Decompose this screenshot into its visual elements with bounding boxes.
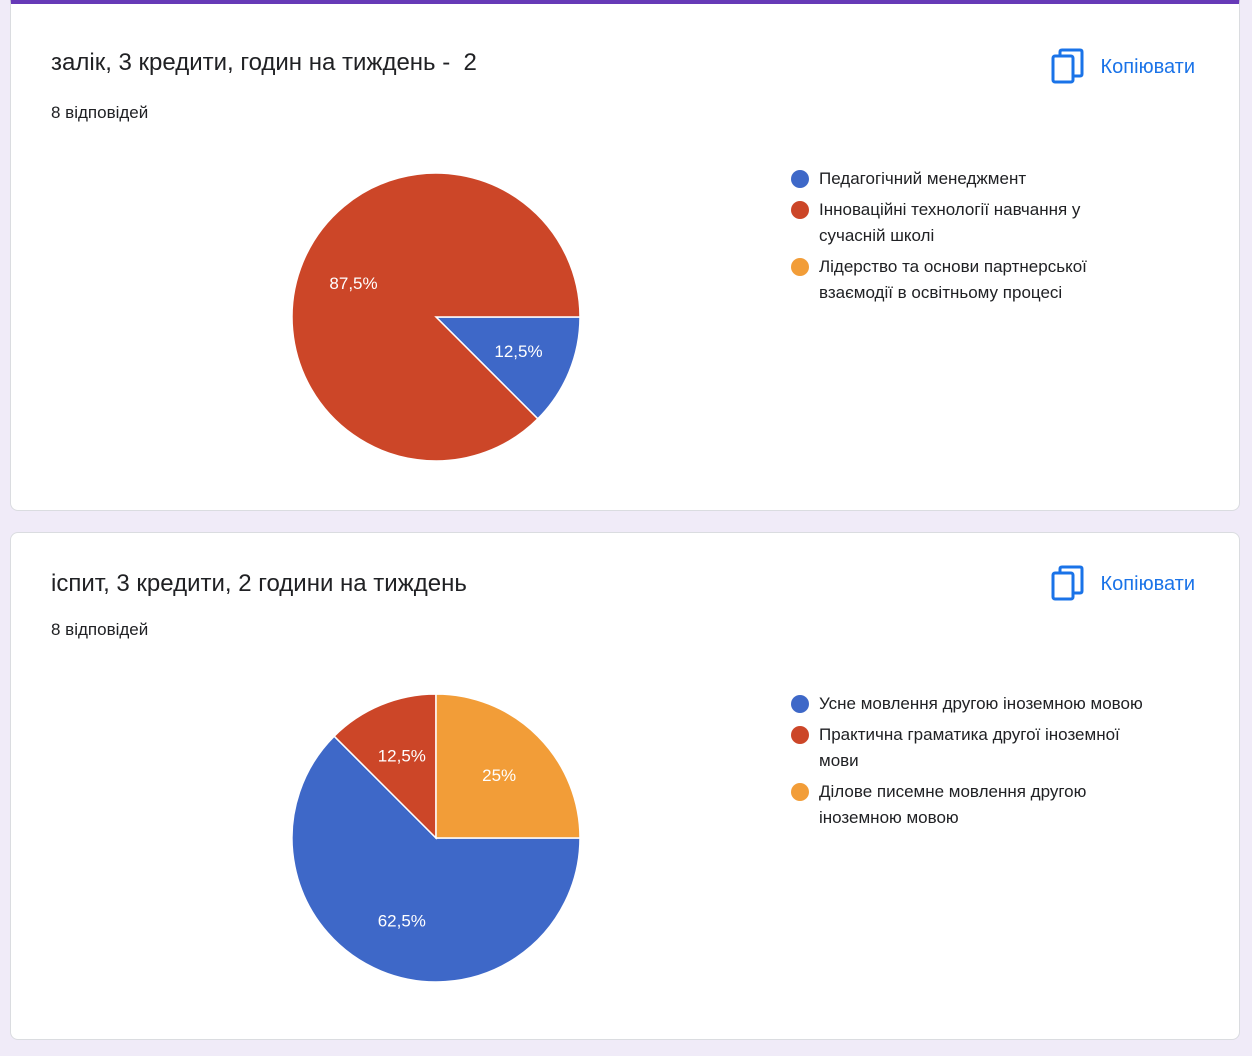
response-count: 8 відповідей — [51, 103, 149, 122]
legend-label: Лідерство та основи партнерської взаємод… — [819, 257, 1087, 302]
slice-label: 62,5% — [378, 911, 426, 930]
question-card-1: залік, 3 кредити, годин на тиждень - 2 8… — [10, 0, 1240, 511]
legend-item: Практична граматика другої іноземної мов… — [791, 722, 1151, 774]
response-count: 8 відповідей — [51, 620, 149, 639]
question-card-2: іспит, 3 кредити, 2 години на тиждень 8 … — [10, 532, 1240, 1040]
slice-label: 25% — [482, 766, 516, 785]
legend-item: Інноваційні технології навчання у сучасн… — [791, 197, 1151, 249]
copy-icon — [1051, 565, 1084, 601]
copy-label: Копіювати — [1100, 572, 1195, 595]
pie-slice — [435, 693, 581, 839]
legend-swatch — [791, 695, 809, 713]
legend-item: Лідерство та основи партнерської взаємод… — [791, 254, 1151, 306]
slice-label: 12,5% — [494, 342, 542, 361]
legend-item: Педагогічний менеджмент — [791, 166, 1151, 192]
pie-slice — [291, 172, 581, 462]
legend-label: Практична граматика другої іноземної мов… — [819, 725, 1120, 770]
slice-label: 12,5% — [378, 747, 426, 766]
pie-slice — [291, 735, 581, 983]
chart-legend-2: Усне мовлення другою іноземною мовою Прак… — [791, 691, 1151, 836]
question-title: залік, 3 кредити, годин на тиждень - 2 — [51, 49, 477, 76]
question-title: іспит, 3 кредити, 2 години на тиждень — [51, 570, 467, 597]
chart-legend-1: Педагогічний менеджмент Інноваційні техно… — [791, 166, 1151, 311]
legend-swatch — [791, 201, 809, 219]
copy-icon — [1051, 48, 1084, 84]
copy-label: Копіювати — [1100, 55, 1195, 78]
pie-slice — [333, 693, 437, 840]
legend-swatch — [791, 783, 809, 801]
pie-chart-1: 12,5% 87,5% — [291, 172, 581, 462]
pie-slice — [434, 316, 581, 420]
copy-button[interactable]: Копіювати — [1051, 565, 1195, 603]
legend-label: Усне мовлення другою іноземною мовою — [819, 694, 1143, 713]
legend-label: Інноваційні технології навчання у сучасн… — [819, 200, 1081, 245]
legend-swatch — [791, 258, 809, 276]
pie-chart-2: 62,5% 12,5% 25% — [291, 693, 581, 983]
legend-label: Педагогічний менеджмент — [819, 169, 1027, 188]
legend-item: Ділове писемне мовлення другою іноземною… — [791, 779, 1151, 831]
legend-label: Ділове писемне мовлення другою іноземною… — [819, 782, 1087, 827]
copy-button[interactable]: Копіювати — [1051, 48, 1195, 86]
legend-item: Усне мовлення другою іноземною мовою — [791, 691, 1151, 717]
legend-swatch — [791, 170, 809, 188]
slice-label: 87,5% — [329, 274, 377, 293]
legend-swatch — [791, 726, 809, 744]
